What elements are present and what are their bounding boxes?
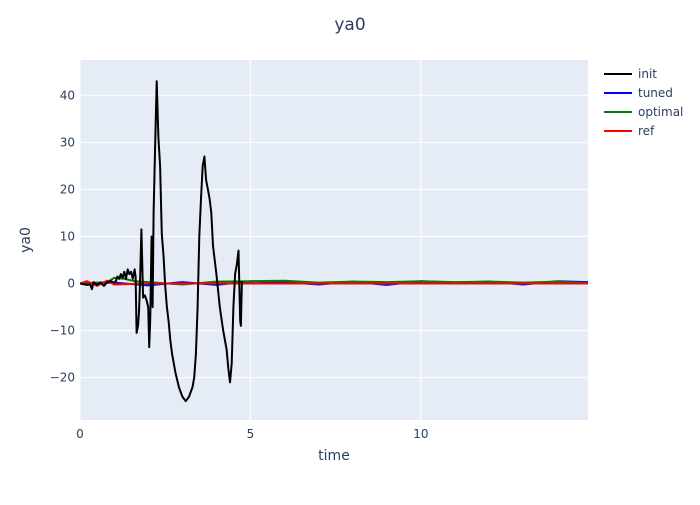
legend-label-ref: ref <box>638 124 655 138</box>
x-axis-title: time <box>318 448 350 464</box>
legend: init tuned optimal ref <box>604 67 683 138</box>
legend-label-optimal: optimal <box>638 105 683 119</box>
series-line-ref <box>80 279 588 287</box>
y-tick-label: 40 <box>60 88 75 102</box>
legend-label-tuned: tuned <box>638 86 673 100</box>
y-tick-label: −20 <box>50 371 75 385</box>
y-axis-title: ya0 <box>18 227 34 253</box>
chart-title: ya0 <box>334 15 365 35</box>
tick-labels: 0 5 10 −20 −10 0 10 20 30 40 <box>50 88 429 441</box>
plot-area <box>80 60 588 420</box>
y-tick-label: 20 <box>60 182 75 196</box>
series-line-init <box>80 80 243 403</box>
y-tick-label: 10 <box>60 229 75 243</box>
y-tick-label: 0 <box>67 277 75 291</box>
y-tick-label: −10 <box>50 324 75 338</box>
x-tick-label: 10 <box>413 427 428 441</box>
legend-label-init: init <box>638 67 657 81</box>
y-tick-label: 30 <box>60 135 75 149</box>
x-tick-label: 5 <box>247 427 255 441</box>
series-lines <box>80 80 588 403</box>
series-line-optimal <box>80 276 588 286</box>
x-tick-label: 0 <box>76 427 84 441</box>
